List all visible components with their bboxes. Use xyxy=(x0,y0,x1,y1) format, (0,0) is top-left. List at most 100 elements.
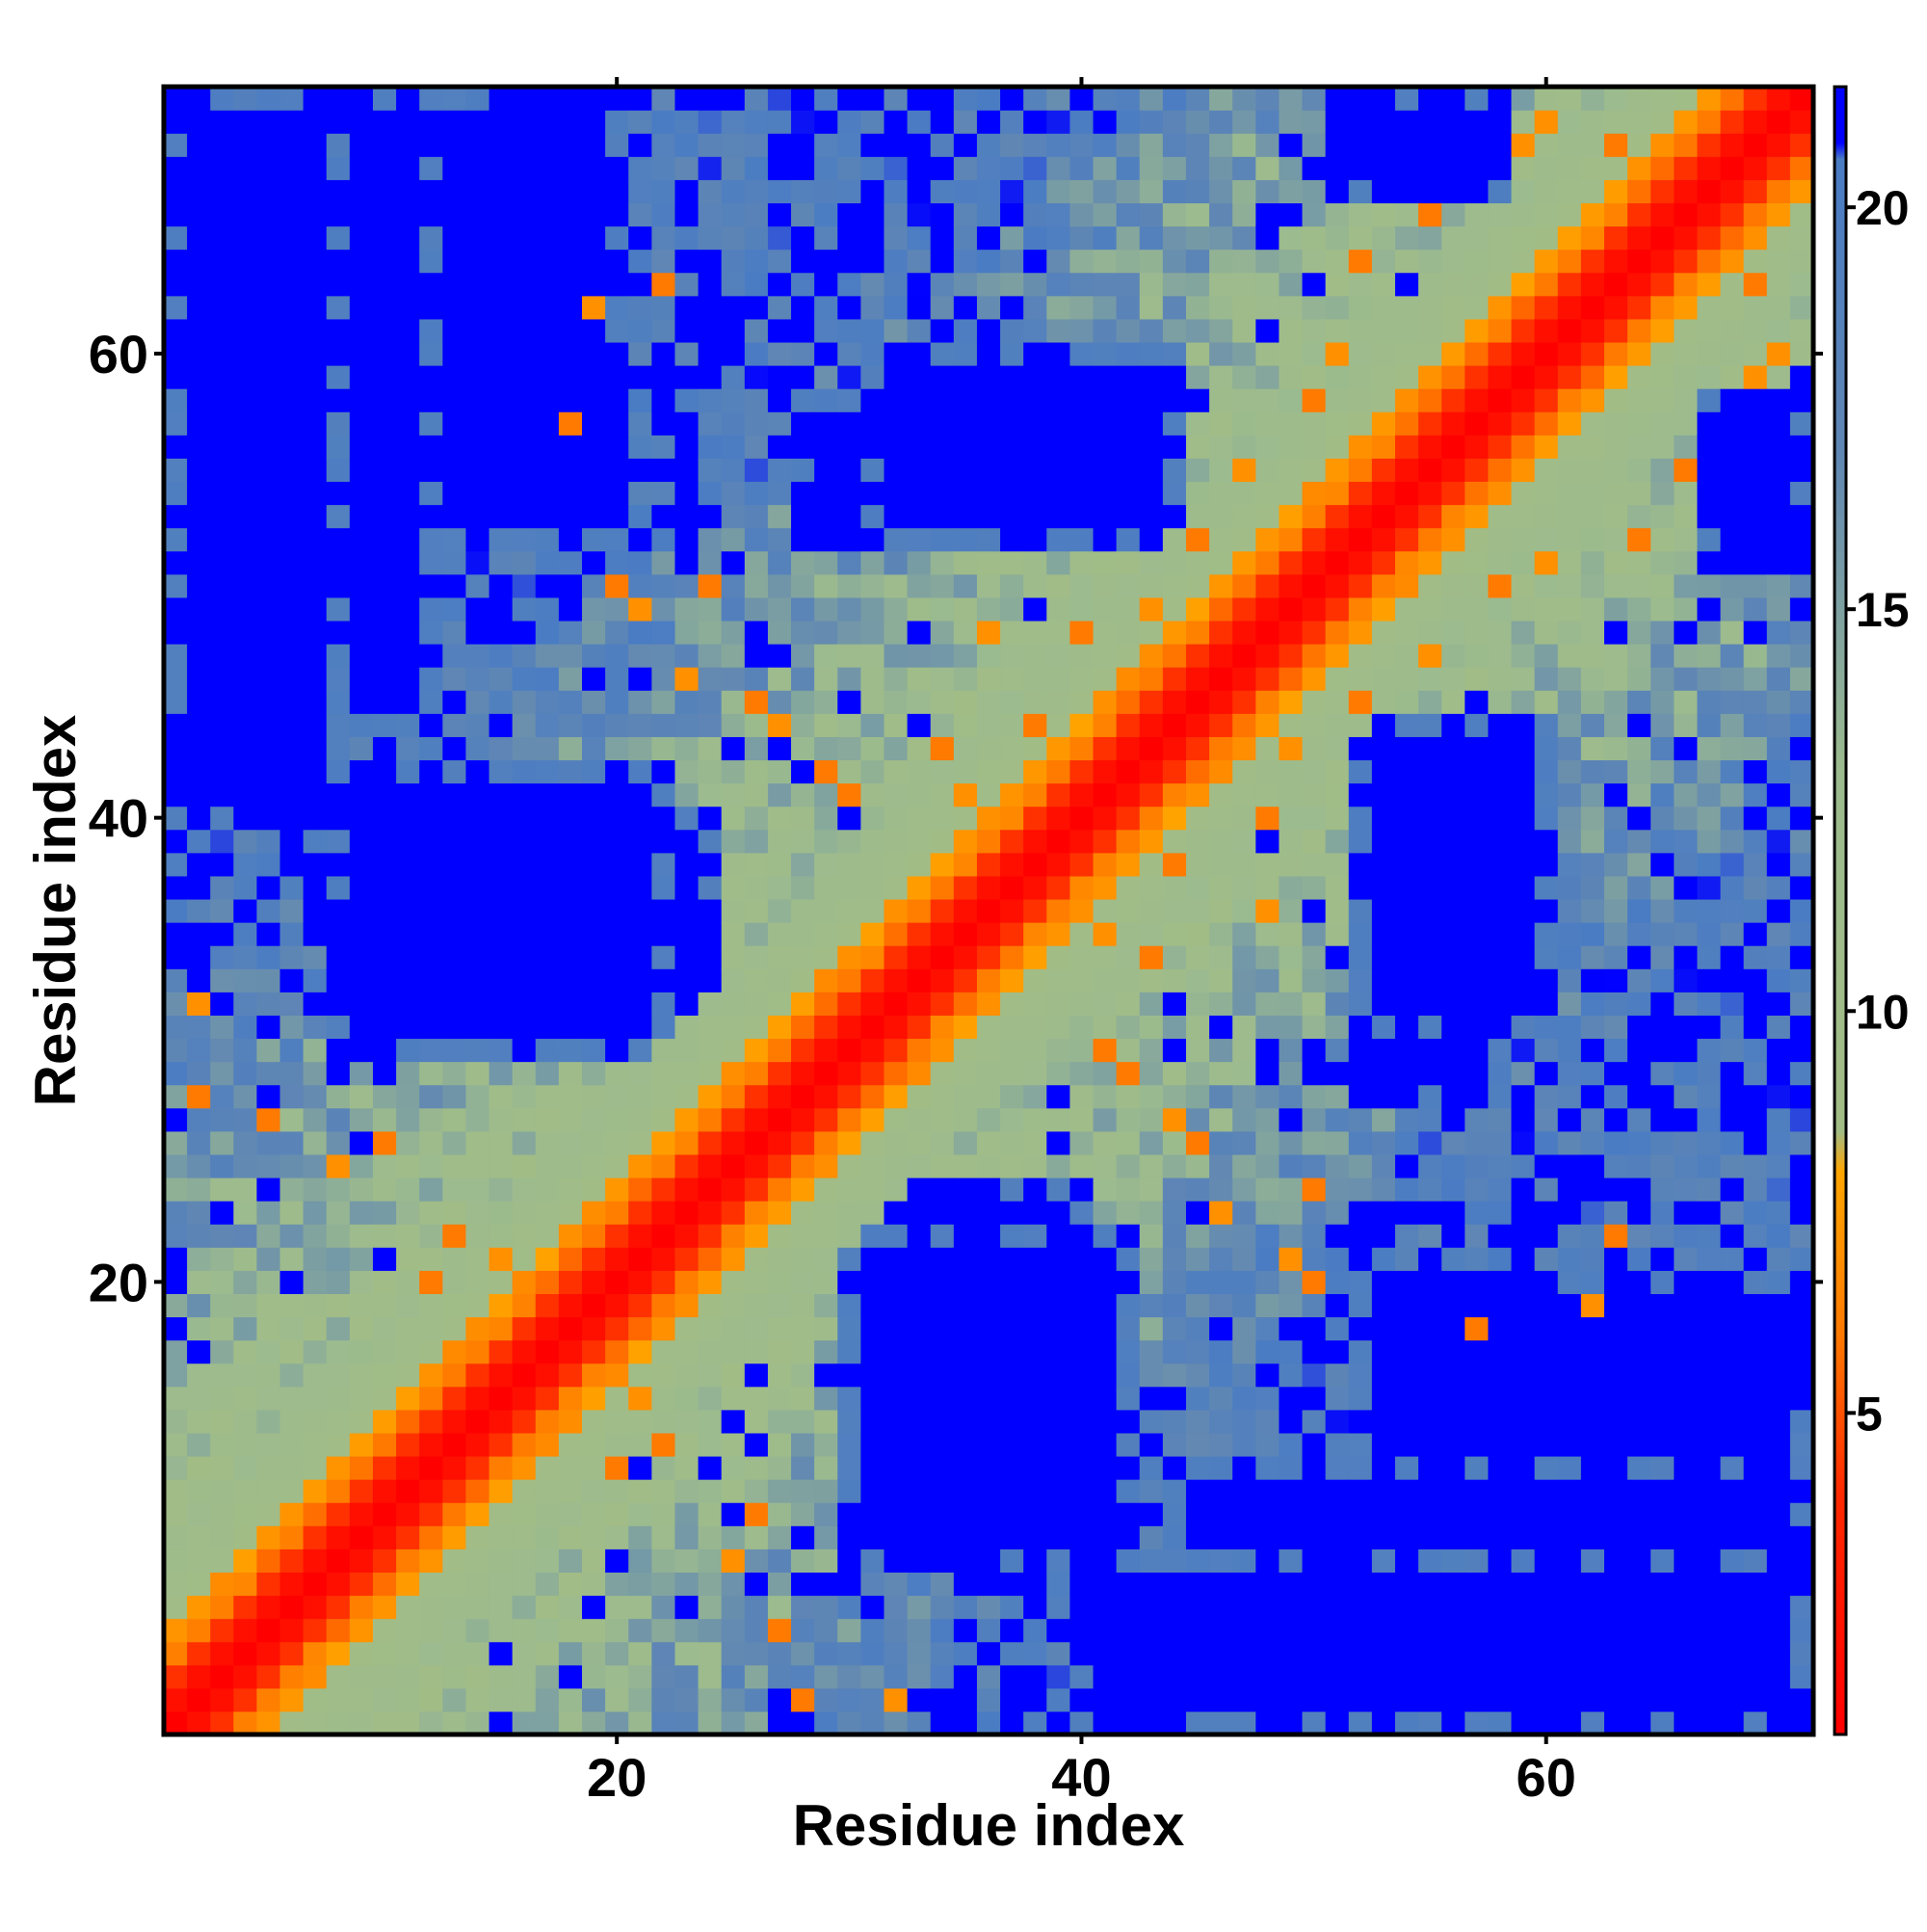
heatmap-cell xyxy=(1139,1363,1164,1388)
heatmap-cell xyxy=(1441,922,1465,946)
heatmap-cell xyxy=(1069,667,1095,691)
heatmap-cell xyxy=(1650,1386,1675,1411)
heatmap-cell xyxy=(1116,1409,1141,1434)
heatmap-cell xyxy=(1162,318,1187,343)
heatmap-cell xyxy=(767,388,792,412)
heatmap-cell xyxy=(1789,1153,1814,1178)
heatmap-cell xyxy=(860,1201,885,1225)
heatmap-cell xyxy=(1255,1084,1280,1109)
heatmap-cell xyxy=(303,318,328,343)
heatmap-cell xyxy=(1348,1224,1373,1248)
heatmap-cell xyxy=(907,1548,932,1573)
heatmap-cell xyxy=(605,1107,629,1132)
heatmap-cell xyxy=(1557,852,1582,877)
heatmap-cell xyxy=(1279,550,1304,575)
heatmap-cell xyxy=(1766,1455,1791,1480)
heatmap-cell xyxy=(419,318,443,343)
heatmap-cell xyxy=(164,1084,188,1109)
heatmap-cell xyxy=(930,1177,955,1202)
heatmap-cell xyxy=(698,225,723,251)
heatmap-cell xyxy=(1279,411,1304,436)
heatmap-cell xyxy=(488,945,514,969)
heatmap-cell xyxy=(605,272,629,297)
heatmap-cell xyxy=(1603,898,1628,923)
heatmap-cell xyxy=(884,1224,909,1248)
heatmap-cell xyxy=(814,1293,838,1318)
heatmap-cell xyxy=(279,1409,304,1434)
heatmap-cell xyxy=(442,341,467,366)
heatmap-cell xyxy=(651,1201,676,1225)
heatmap-cell xyxy=(187,875,211,900)
heatmap-cell xyxy=(1650,458,1675,483)
heatmap-cell xyxy=(1116,852,1141,877)
heatmap-cell xyxy=(1603,1270,1628,1294)
heatmap-cell xyxy=(674,1687,700,1712)
heatmap-cell xyxy=(279,1130,304,1155)
heatmap-cell xyxy=(1023,249,1047,274)
heatmap-cell xyxy=(210,295,234,320)
heatmap-cell xyxy=(674,1015,700,1040)
heatmap-cell xyxy=(791,1710,815,1735)
heatmap-cell xyxy=(1488,1224,1513,1248)
heatmap-cell xyxy=(442,1201,467,1225)
heatmap-cell xyxy=(884,1687,909,1712)
heatmap-cell xyxy=(1650,1015,1675,1040)
heatmap-cell xyxy=(1441,713,1465,737)
heatmap-cell xyxy=(976,852,1001,877)
heatmap-cell xyxy=(256,644,281,668)
heatmap-cell xyxy=(558,852,583,877)
heatmap-cell xyxy=(791,782,815,807)
heatmap-cell xyxy=(1603,1038,1628,1063)
heatmap-cell xyxy=(1302,1363,1327,1388)
heatmap-cell xyxy=(767,875,792,900)
heatmap-cell xyxy=(605,1084,629,1109)
heatmap-cell xyxy=(860,1293,885,1318)
heatmap-cell xyxy=(1185,1316,1210,1341)
heatmap-cell xyxy=(488,1038,514,1063)
heatmap-cell xyxy=(674,573,700,598)
heatmap-cell xyxy=(396,1316,420,1341)
heatmap-cell xyxy=(1348,156,1373,180)
heatmap-cell xyxy=(1557,1061,1582,1086)
heatmap-cell xyxy=(1371,736,1396,761)
heatmap-cell xyxy=(837,435,861,459)
heatmap-cell xyxy=(814,388,838,412)
heatmap-cell xyxy=(1023,1061,1047,1086)
heatmap-cell xyxy=(721,295,746,320)
heatmap-cell xyxy=(1279,318,1304,343)
heatmap-cell xyxy=(349,249,374,274)
heatmap-cell xyxy=(442,1177,467,1202)
heatmap-cell xyxy=(1325,573,1350,598)
heatmap-cell xyxy=(396,713,420,737)
heatmap-cell xyxy=(628,295,652,320)
heatmap-cell xyxy=(256,341,281,366)
heatmap-cell xyxy=(1093,898,1118,923)
heatmap-cell xyxy=(930,1015,955,1040)
heatmap-cell xyxy=(1302,1015,1327,1040)
heatmap-cell xyxy=(1557,875,1582,900)
heatmap-cell xyxy=(1255,1618,1280,1643)
heatmap-cell xyxy=(721,596,746,622)
heatmap-cell xyxy=(651,481,676,506)
heatmap-cell xyxy=(349,133,374,157)
heatmap-cell xyxy=(907,806,932,831)
heatmap-cell xyxy=(1394,829,1419,854)
heatmap-cell xyxy=(1580,782,1605,807)
heatmap-cell xyxy=(674,318,700,343)
heatmap-cell xyxy=(860,945,885,969)
heatmap-cell xyxy=(558,504,583,529)
heatmap-cell xyxy=(1720,156,1745,180)
heatmap-cell xyxy=(1465,1316,1490,1341)
heatmap-cell xyxy=(907,341,932,366)
heatmap-cell xyxy=(535,1687,560,1712)
heatmap-cell xyxy=(1371,527,1396,552)
heatmap-cell xyxy=(1046,945,1070,969)
heatmap-cell xyxy=(814,736,838,761)
heatmap-cell xyxy=(814,1201,838,1225)
heatmap-cell xyxy=(535,87,560,111)
heatmap-cell xyxy=(1348,458,1373,483)
heatmap-cell xyxy=(1511,295,1536,320)
heatmap-cell xyxy=(1394,550,1419,575)
heatmap-cell xyxy=(256,1107,281,1132)
heatmap-cell xyxy=(976,1038,1001,1063)
